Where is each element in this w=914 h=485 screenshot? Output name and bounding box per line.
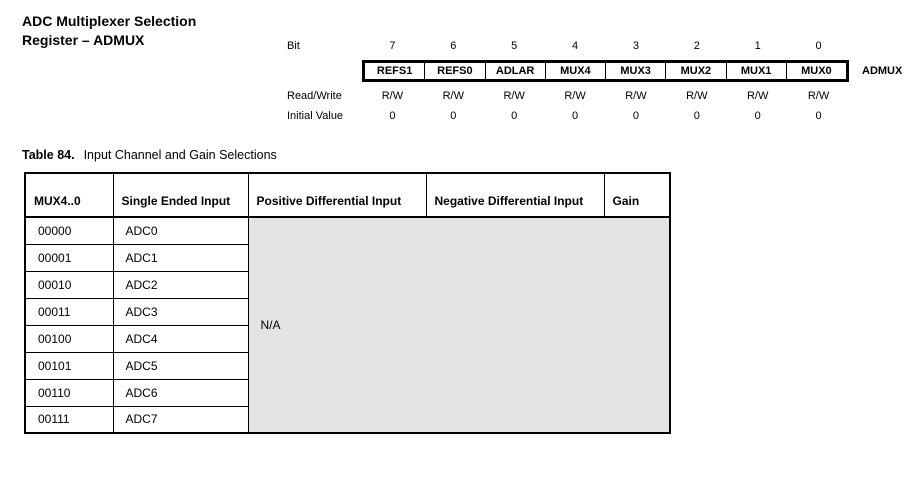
table-row: 00011 ADC3 <box>24 297 670 326</box>
col-header-mux: MUX4..0 <box>24 172 114 218</box>
register-name: ADMUX <box>862 65 903 77</box>
col-header-gain: Gain <box>603 172 671 218</box>
bit-number-0: 0 <box>815 40 822 52</box>
input-cell: ADC4 <box>112 324 249 353</box>
col-header-positive-differential: Positive Differential Input <box>247 172 427 218</box>
read-write-values: R/W R/W R/W R/W R/W R/W R/W R/W <box>362 89 849 103</box>
register-field-mux0: MUX0 <box>785 63 846 79</box>
register-field-mux2: MUX2 <box>665 63 725 79</box>
table-row: 00110 ADC6 <box>24 378 670 407</box>
col-header-single-ended: Single Ended Input <box>112 172 249 218</box>
mux-value-cell: 00000 <box>24 216 114 245</box>
input-cell: ADC2 <box>112 270 249 299</box>
bit-number-1: 1 <box>754 40 761 52</box>
initial-value-bit3: 0 <box>632 110 639 122</box>
initial-value-bit2: 0 <box>693 110 700 122</box>
table-row: 00100 ADC4 <box>24 324 670 353</box>
read-write-bit6: R/W <box>442 90 464 102</box>
initial-values: 0 0 0 0 0 0 0 0 <box>362 109 849 123</box>
mux-value-cell: 00011 <box>24 297 114 326</box>
read-write-bit3: R/W <box>625 90 647 102</box>
table-row: 00101 ADC5 <box>24 351 670 380</box>
mux-value-cell: 00010 <box>24 270 114 299</box>
input-cell: ADC3 <box>112 297 249 326</box>
title-line-2: Register – ADMUX <box>22 32 145 48</box>
bit-number-6: 6 <box>450 40 457 52</box>
input-channel-gain-table: MUX4..0 Single Ended Input Positive Diff… <box>24 172 671 434</box>
register-bitfield-box: REFS1 REFS0 ADLAR MUX4 MUX3 MUX2 MUX1 MU… <box>362 60 849 82</box>
register-field-mux3: MUX3 <box>605 63 665 79</box>
mux-value-cell: 00110 <box>24 378 114 407</box>
table-header-row: MUX4..0 Single Ended Input Positive Diff… <box>24 172 671 218</box>
bit-row-label: Bit <box>287 40 300 52</box>
read-write-bit0: R/W <box>807 90 830 102</box>
register-field-mux4: MUX4 <box>544 63 605 79</box>
na-merged-cell: N/A <box>247 216 671 434</box>
register-field-row: REFS1 REFS0 ADLAR MUX4 MUX3 MUX2 MUX1 MU… <box>287 60 902 82</box>
initial-value-bit6: 0 <box>450 110 457 122</box>
register-section-title: ADC Multiplexer Selection Register – ADM… <box>22 12 196 50</box>
read-write-bit1: R/W <box>746 90 769 102</box>
bit-number-3: 3 <box>632 40 639 52</box>
initial-value-label: Initial Value <box>287 110 344 122</box>
register-diagram: Bit 7 6 5 4 3 2 1 0 REFS1 REFS0 ADLAR MU… <box>287 39 902 123</box>
read-write-bit4: R/W <box>564 90 586 102</box>
bit-number-row: Bit 7 6 5 4 3 2 1 0 <box>287 39 902 53</box>
register-field-refs1: REFS1 <box>376 65 413 77</box>
mux-value-cell: 00100 <box>24 324 114 353</box>
bit-number-4: 4 <box>572 40 579 52</box>
read-write-bit2: R/W <box>686 90 708 102</box>
bit-number-7: 7 <box>389 40 396 52</box>
table-row: 00001 ADC1 <box>24 243 670 272</box>
table-caption: Table 84. Input Channel and Gain Selectio… <box>22 148 277 162</box>
input-cell: ADC6 <box>112 378 249 407</box>
input-cell: ADC1 <box>112 243 249 272</box>
input-cell: ADC5 <box>112 351 249 380</box>
mux-value-cell: 00001 <box>24 243 114 272</box>
read-write-bit7: R/W <box>381 90 404 102</box>
initial-value-bit5: 0 <box>511 110 518 122</box>
read-write-row: Read/Write R/W R/W R/W R/W R/W R/W R/W R… <box>287 89 902 103</box>
initial-value-bit4: 0 <box>572 110 579 122</box>
table-row: 00010 ADC2 <box>24 270 670 299</box>
initial-value-bit7: 0 <box>389 110 396 122</box>
title-line-1: ADC Multiplexer Selection <box>22 13 197 29</box>
register-field-refs0: REFS0 <box>424 63 484 79</box>
register-field-adlar: ADLAR <box>484 63 545 79</box>
table-caption-title: Input Channel and Gain Selections <box>83 148 277 162</box>
col-header-negative-differential: Negative Differential Input <box>425 172 605 218</box>
bit-numbers: 7 6 5 4 3 2 1 0 <box>362 39 849 53</box>
table-caption-number: Table 84. <box>22 148 75 162</box>
initial-value-bit0: 0 <box>815 110 822 122</box>
initial-value-row: Initial Value 0 0 0 0 0 0 0 0 <box>287 109 902 123</box>
bit-number-5: 5 <box>511 40 518 52</box>
input-cell: ADC0 <box>112 216 249 245</box>
initial-value-bit1: 0 <box>754 110 761 122</box>
table-row: 00000 ADC0 N/A <box>24 216 671 434</box>
table-row: 00111 ADC7 <box>24 405 670 434</box>
read-write-bit5: R/W <box>503 90 525 102</box>
register-field-mux1: MUX1 <box>725 63 786 79</box>
bit-number-2: 2 <box>693 40 700 52</box>
mux-value-cell: 00101 <box>24 351 114 380</box>
input-cell: ADC7 <box>112 405 249 434</box>
read-write-label: Read/Write <box>287 90 342 102</box>
mux-value-cell: 00111 <box>24 405 114 434</box>
